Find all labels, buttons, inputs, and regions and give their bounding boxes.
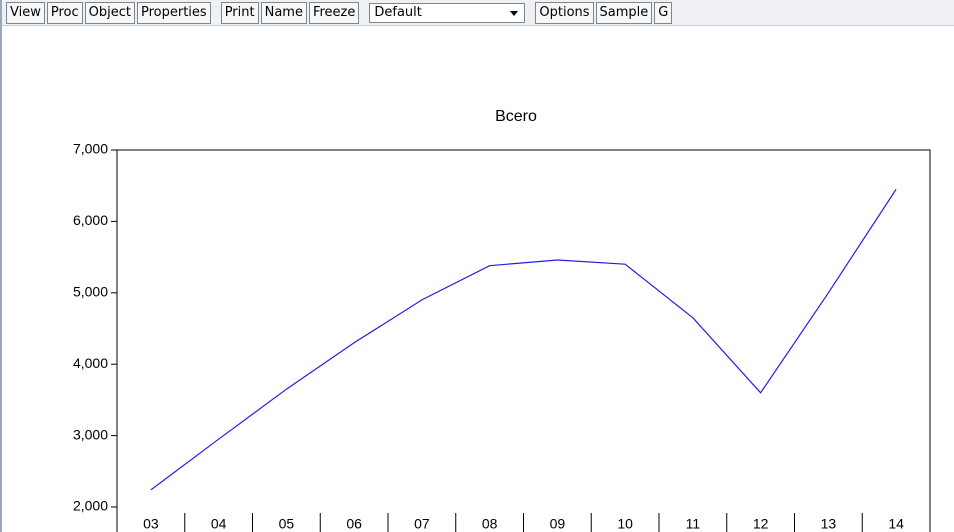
toolbar-button[interactable]: Sample: [595, 1, 653, 24]
y-tick-label: 3,000: [73, 426, 108, 442]
x-tick-label: 14: [888, 516, 904, 532]
toolbar-button[interactable]: Properties: [136, 1, 211, 24]
x-tick-label: 06: [346, 516, 362, 532]
toolbar-button[interactable]: Proc: [46, 1, 83, 24]
y-tick-label: 4,000: [73, 355, 108, 371]
y-tick-label: 6,000: [73, 212, 108, 228]
x-tick-label: 13: [821, 516, 837, 532]
y-tick-label: 2,000: [73, 498, 108, 514]
x-tick-label: 05: [279, 516, 295, 532]
plot-frame: [116, 149, 931, 532]
dropdown[interactable]: Default: [369, 2, 526, 23]
toolbar-button[interactable]: Name: [260, 1, 307, 24]
y-tick-label: 7,000: [73, 141, 108, 157]
y-tick-label: 5,000: [73, 284, 108, 300]
toolbar-button[interactable]: View: [6, 1, 45, 24]
chart-title: Bcero: [495, 108, 537, 125]
toolbar-button[interactable]: Print: [220, 1, 259, 24]
toolbar-button[interactable]: Freeze: [308, 1, 360, 24]
x-tick-label: 11: [686, 516, 701, 532]
x-tick-label: 04: [211, 516, 227, 532]
x-tick-label: 03: [143, 516, 159, 532]
toolbar: View Proc Object Properties Print Name Freeze D…: [2, 0, 954, 26]
x-tick-label: 10: [617, 516, 633, 532]
toolbar-button[interactable]: G: [654, 1, 673, 24]
toolbar-button[interactable]: Object: [84, 1, 135, 24]
toolbar-button[interactable]: Options: [535, 1, 594, 24]
x-tick-label: 12: [753, 516, 769, 532]
x-tick-label: 09: [550, 516, 566, 532]
x-tick-label: 07: [414, 516, 430, 532]
x-tick-label: 08: [482, 516, 498, 532]
data-line: [150, 188, 897, 491]
